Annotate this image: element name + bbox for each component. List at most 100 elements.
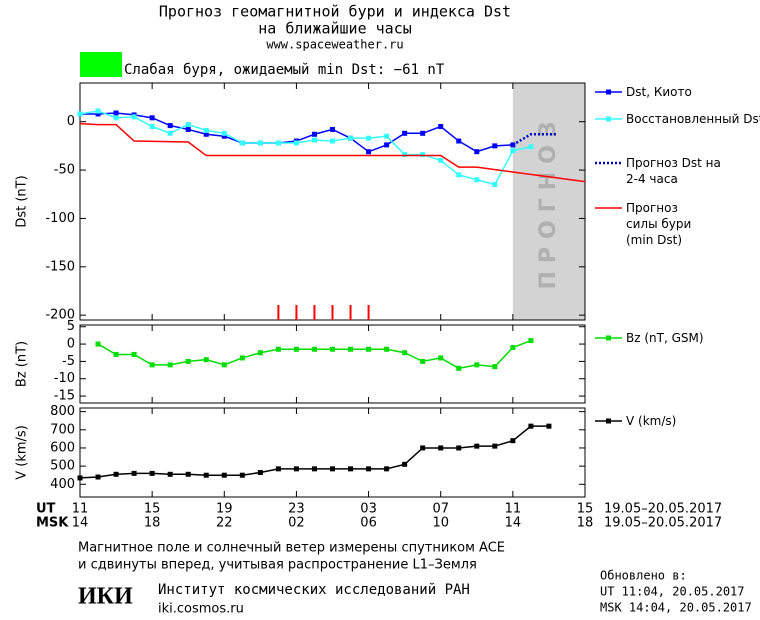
- data-point: [185, 471, 191, 477]
- y-tick-label: -200: [45, 308, 75, 323]
- data-point: [366, 135, 372, 141]
- data-point: [257, 350, 263, 356]
- y-tick-label: 800: [50, 404, 75, 419]
- row-label: MSK: [36, 516, 69, 531]
- data-point: [77, 111, 83, 117]
- data-point: [438, 445, 444, 451]
- data-point: [203, 357, 209, 363]
- data-point: [546, 423, 552, 429]
- data-point: [402, 461, 408, 467]
- legend-label: Прогноз силы бури (min Dst): [626, 201, 692, 247]
- status-text: Слабая буря, ожидаемый min Dst: −61 nT: [124, 62, 445, 78]
- series-line: [79, 122, 586, 183]
- panel-frame: [79, 82, 586, 321]
- x-tick-label: 11: [505, 502, 522, 517]
- x-tick-label: 11: [72, 502, 89, 517]
- data-point: [456, 172, 462, 178]
- data-point: [167, 130, 173, 136]
- data-point: [420, 358, 426, 364]
- y-tick-label: -15: [54, 389, 75, 404]
- data-point: [311, 346, 317, 352]
- data-point: [438, 355, 444, 361]
- legend-label: V (km/s): [626, 414, 677, 428]
- series-line: [512, 133, 558, 146]
- footer-note: и сдвинуты вперед, учитывая распростране…: [78, 558, 477, 573]
- logo: ИКИ: [78, 584, 133, 610]
- data-point: [203, 127, 209, 133]
- data-point: [293, 140, 299, 146]
- date-range: 19.05–20.05.2017: [604, 516, 722, 531]
- legend-marker: [606, 335, 611, 341]
- x-tick-label: 18: [144, 516, 161, 531]
- y-tick-label: 600: [50, 440, 75, 455]
- panel-frame: [79, 324, 586, 404]
- legend-marker: [606, 89, 611, 95]
- data-point: [149, 115, 155, 121]
- data-point: [293, 346, 299, 352]
- x-tick-label: 14: [72, 516, 89, 531]
- url: www.spaceweather.ru: [266, 38, 403, 52]
- forecast-label: ПРОГНОЗ: [536, 113, 561, 289]
- legend-label: Dst, Киото: [626, 85, 692, 99]
- data-point: [131, 351, 137, 357]
- data-point: [275, 140, 281, 146]
- data-point: [510, 148, 516, 154]
- data-point: [348, 346, 354, 352]
- data-point: [167, 362, 173, 368]
- data-point: [366, 466, 372, 472]
- updated-msk: MSK 14:04, 20.05.2017: [600, 601, 752, 615]
- y-tick-label: 0: [67, 114, 75, 129]
- data-point: [384, 133, 390, 139]
- data-point: [149, 470, 155, 476]
- legend-label: Восстановленный Dst: [626, 112, 760, 126]
- y-tick-label: -50: [54, 163, 75, 178]
- x-tick-label: 18: [577, 516, 594, 531]
- data-point: [474, 149, 480, 155]
- data-point: [366, 149, 372, 155]
- x-tick-label: 03: [360, 502, 377, 517]
- x-tick-label: 15: [577, 502, 594, 517]
- data-point: [420, 445, 426, 451]
- data-point: [402, 130, 408, 136]
- data-point: [149, 362, 155, 368]
- x-tick-label: 22: [216, 516, 233, 531]
- y-axis-label: Bz (nT): [15, 341, 30, 387]
- data-point: [239, 140, 245, 146]
- row-label: UT: [36, 502, 56, 517]
- data-point: [113, 110, 119, 116]
- y-axis-label: V (km/s): [15, 425, 30, 480]
- data-point: [311, 466, 317, 472]
- data-point: [492, 182, 498, 188]
- data-point: [203, 131, 209, 137]
- data-point: [95, 341, 101, 347]
- legend-label: Прогноз Dst на 2-4 часа: [626, 156, 721, 186]
- status-box: [80, 52, 122, 77]
- footer-note: Магнитное поле и солнечный ветер измерен…: [78, 541, 505, 556]
- data-point: [311, 137, 317, 143]
- data-point: [474, 443, 480, 449]
- series-line: [80, 112, 513, 153]
- data-point: [456, 365, 462, 371]
- data-point: [330, 126, 335, 132]
- data-point: [113, 471, 119, 477]
- data-point: [492, 443, 498, 449]
- data-point: [456, 445, 462, 451]
- data-point: [275, 466, 281, 472]
- y-tick-label: -100: [45, 211, 75, 226]
- data-point: [95, 474, 101, 480]
- data-point: [420, 130, 426, 136]
- data-point: [528, 338, 534, 344]
- x-tick-label: 10: [432, 516, 449, 531]
- data-point: [492, 364, 498, 370]
- x-tick-label: 06: [360, 516, 377, 531]
- data-point: [131, 114, 137, 120]
- data-point: [221, 362, 227, 368]
- data-point: [492, 143, 498, 149]
- y-tick-label: 0: [67, 337, 75, 352]
- data-point: [474, 177, 480, 183]
- data-point: [402, 350, 408, 356]
- data-point: [221, 133, 227, 139]
- series-line: [79, 110, 532, 186]
- updated-ut: UT 11:04, 20.05.2017: [600, 585, 745, 599]
